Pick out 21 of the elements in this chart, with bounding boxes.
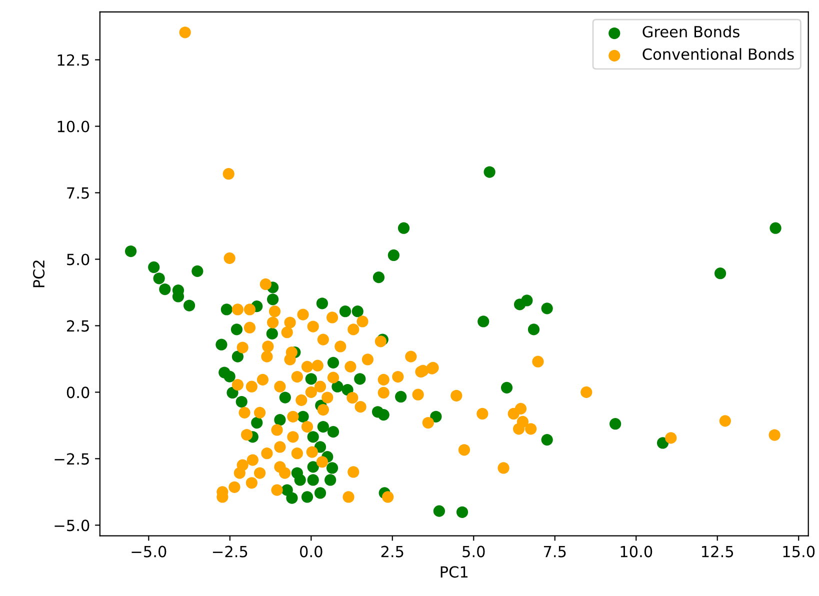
legend-label: Green Bonds [642,26,740,38]
legend-label: Conventional Bonds [642,48,794,60]
x-tick-label: 7.5 [544,546,566,558]
x-tick-label: −2.5 [212,546,248,558]
y-tick-label: 0.0 [66,386,90,398]
x-tick-label: 0.0 [300,546,322,558]
y-tick-label: −2.5 [54,453,89,465]
y-tick-label: −5.0 [54,520,90,532]
x-tick-label: 2.5 [381,546,404,558]
x-tick-label: 15.0 [783,546,815,558]
y-tick-label: 10.0 [58,120,90,132]
y-axis-title: PC2 [33,260,45,288]
x-tick-label: 10.0 [620,546,652,558]
x-tick-label: −5.0 [132,546,166,558]
y-tick-label: 12.5 [58,54,89,66]
x-tick-label: 5.0 [462,546,485,558]
y-tick-label: 7.5 [67,187,89,199]
x-axis-title: PC1 [440,566,468,578]
y-tick-label: 2.5 [67,320,89,332]
x-tick-label: 12.5 [702,546,734,558]
y-tick-label: 5.0 [67,254,90,266]
